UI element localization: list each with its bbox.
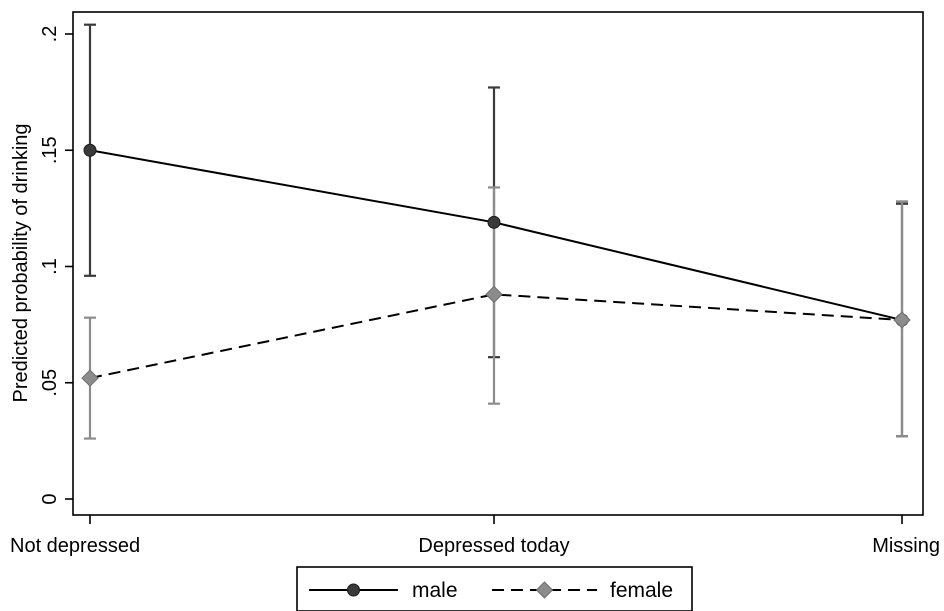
female-line [89,293,903,380]
x-tick-label: Missing [872,535,940,557]
legend-male-marker [347,583,360,597]
legend-male-label: male [412,579,458,602]
plot-frame [72,11,924,516]
y-tick-label: .05 [39,369,61,397]
male-point [83,143,97,157]
male-point [487,215,501,229]
x-tick-label: Depressed today [418,535,569,557]
x-tick-label: Not depressed [10,535,140,557]
series-layer [81,23,911,440]
y-tick-label: .15 [39,136,61,164]
y-axis: 0 .05 .1 .15 .2 [39,26,73,505]
legend-female-label: female [610,579,673,602]
female-point [485,285,503,304]
x-axis: Not depressed Depressed today Missing [10,515,940,557]
y-tick-label: 0 [39,493,61,504]
y-axis-label: Predicted probability of drinking [10,123,32,402]
legend: male female [296,566,693,611]
female-point [81,369,99,387]
y-tick-label: .1 [39,258,61,275]
legend-female-marker [535,581,554,599]
female-point [893,311,911,329]
y-tick-label: .2 [39,26,61,43]
